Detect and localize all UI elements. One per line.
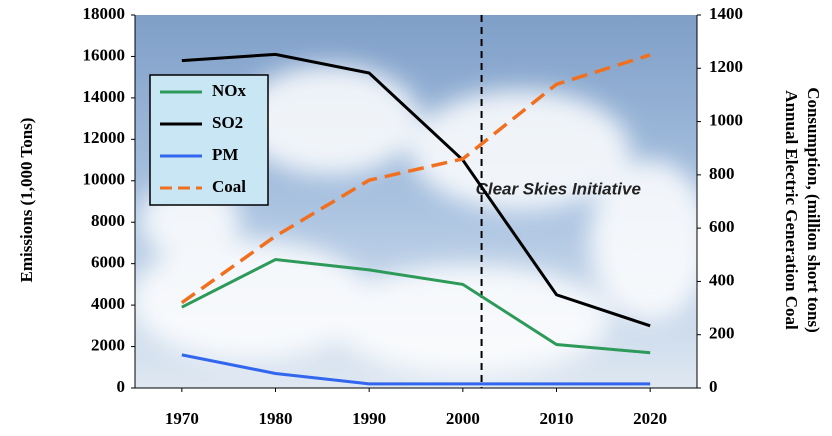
- y2-tick-label: 0: [709, 377, 718, 396]
- x-tick-label: 1990: [352, 409, 386, 428]
- x-tick-label: 2010: [540, 409, 574, 428]
- y-axis-label: Emissions (1,000 Tons): [17, 118, 36, 283]
- x-tick-label: 2000: [446, 409, 480, 428]
- y2-tick-label: 1000: [709, 110, 743, 129]
- y2-tick-label: 1200: [709, 57, 743, 76]
- y-tick-label: 18000: [83, 4, 126, 23]
- annotation: Clear Skies Initiative: [476, 179, 641, 198]
- y2-axis-label: Consumption, (million short tons): [804, 87, 823, 333]
- y-tick-label: 4000: [91, 294, 125, 313]
- y2-tick-label: 200: [709, 324, 735, 343]
- y-tick-label: 8000: [91, 211, 125, 230]
- legend-label: PM: [212, 145, 238, 164]
- legend-label: SO2: [212, 113, 243, 132]
- y2-tick-label: 400: [709, 270, 735, 289]
- y2-axis-label: Annual Electric Generation Coal: [782, 90, 801, 330]
- x-tick-label: 1970: [165, 409, 199, 428]
- x-tick-label: 1980: [259, 409, 293, 428]
- clouds: [130, 65, 710, 375]
- y2-tick-label: 800: [709, 164, 735, 183]
- series-line: [181, 353, 651, 386]
- y2-tick-label: 600: [709, 217, 735, 236]
- series-line: [181, 52, 651, 328]
- y-tick-label: 2000: [91, 335, 125, 354]
- y-tick-label: 6000: [91, 253, 125, 272]
- series-line: [180, 53, 651, 305]
- y2-tick-label: 1400: [709, 4, 743, 23]
- y-tick-label: 16000: [83, 45, 126, 64]
- legend-label: Coal: [212, 177, 246, 196]
- y-tick-label: 12000: [83, 128, 126, 147]
- y-tick-label: 0: [117, 377, 126, 396]
- legend-label: NOx: [212, 81, 247, 100]
- y-tick-label: 10000: [83, 170, 126, 189]
- y-tick-label: 14000: [83, 87, 126, 106]
- legend-box: [149, 74, 269, 206]
- series-line: [181, 257, 651, 355]
- x-tick-label: 2020: [633, 409, 667, 428]
- legend: NOx SO2 PM Coal: [149, 74, 269, 206]
